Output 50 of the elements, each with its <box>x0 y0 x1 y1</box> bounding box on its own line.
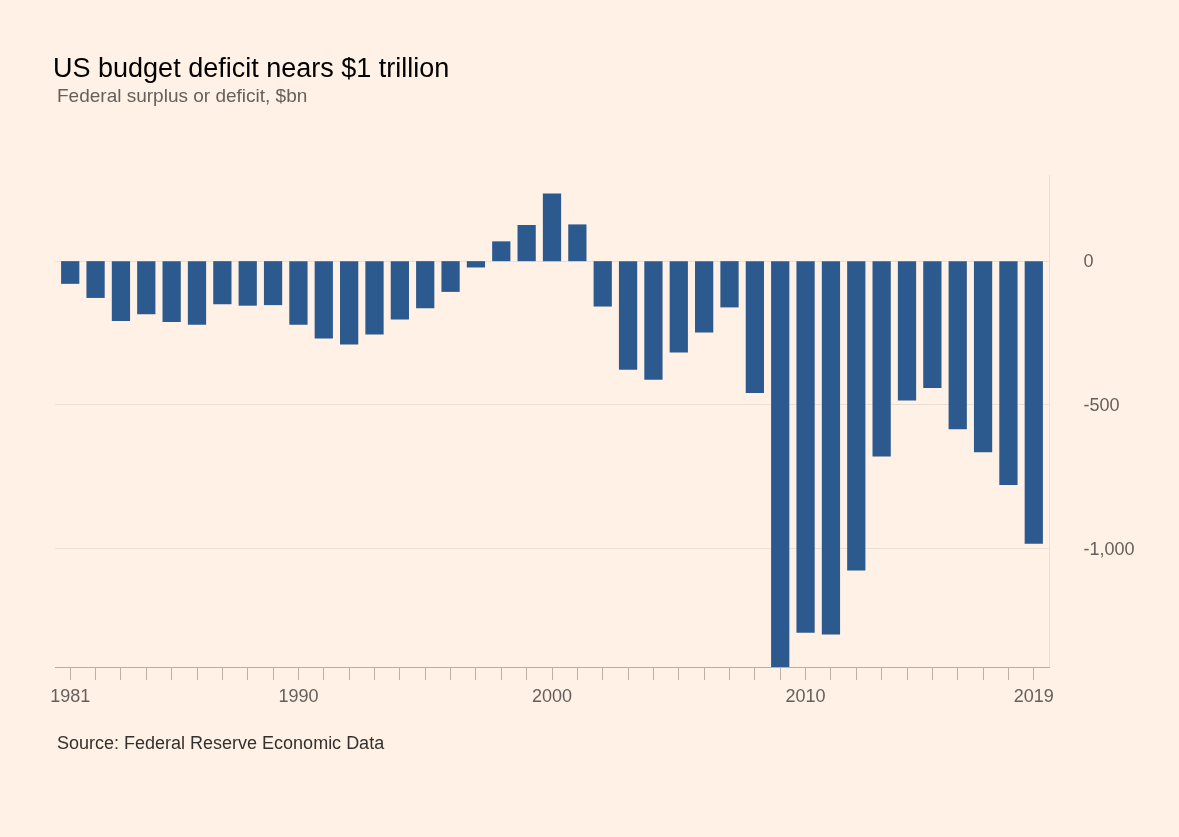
chart-title: US budget deficit nears $1 trillion <box>53 53 450 84</box>
bar <box>289 261 308 325</box>
bar <box>263 261 283 306</box>
bar <box>618 261 638 370</box>
bar <box>1024 261 1043 544</box>
bar <box>365 261 384 335</box>
bar <box>568 224 587 262</box>
bar <box>821 261 841 635</box>
bar <box>441 261 460 292</box>
bar <box>213 261 232 305</box>
bar <box>771 261 790 667</box>
bar <box>999 261 1018 485</box>
bar <box>948 261 967 430</box>
bar <box>923 261 942 389</box>
bar <box>669 261 688 353</box>
x-tick-label: 2010 <box>785 685 826 706</box>
bar <box>162 261 181 323</box>
chart-subtitle: Federal surplus or deficit, $bn <box>57 85 308 106</box>
bar <box>390 261 409 320</box>
bar <box>466 261 486 268</box>
y-tick-label: -500 <box>1083 395 1120 416</box>
bar <box>187 261 207 325</box>
bar <box>745 261 764 393</box>
x-tick-label: 2019 <box>1013 685 1054 706</box>
bar <box>238 261 257 306</box>
bar <box>796 261 815 633</box>
source-note: Source: Federal Reserve Economic Data <box>57 733 386 753</box>
bar <box>340 261 359 345</box>
bar <box>695 261 714 333</box>
bar <box>314 261 333 339</box>
bar <box>720 261 739 308</box>
bar <box>137 261 156 315</box>
bar <box>872 261 891 457</box>
bar <box>897 261 917 401</box>
x-tick-label: 2000 <box>531 685 573 706</box>
bar <box>644 261 663 380</box>
bar <box>973 261 993 453</box>
bar <box>517 224 536 262</box>
bar <box>593 261 612 307</box>
bar <box>61 261 80 284</box>
bar <box>416 261 435 309</box>
y-tick-label: -1,000 <box>1083 538 1135 559</box>
x-tick-label: 1990 <box>278 685 319 706</box>
bar <box>111 261 131 321</box>
bar <box>492 241 511 262</box>
bar <box>542 193 562 262</box>
x-tick-label: 1981 <box>50 685 91 706</box>
bar <box>847 261 866 571</box>
y-tick-label: 0 <box>1083 251 1094 272</box>
bar <box>86 261 105 298</box>
